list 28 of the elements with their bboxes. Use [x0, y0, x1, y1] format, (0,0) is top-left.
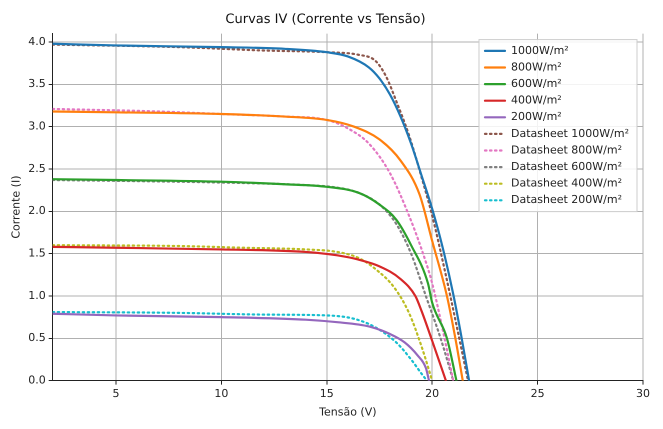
- legend-label: 1000W/m²: [510, 44, 569, 57]
- x-tick-label: 25: [530, 387, 545, 400]
- chart-title: Curvas IV (Corrente vs Tensão): [225, 12, 426, 28]
- y-tick-label: 1.0: [28, 288, 46, 302]
- x-tick-label: 5: [112, 387, 120, 400]
- legend-label: Datasheet 1000W/m²: [510, 126, 629, 140]
- x-tick-label: 10: [214, 387, 228, 400]
- y-tick-label: 2.0: [28, 204, 46, 218]
- y-tick-label: 2.5: [28, 162, 46, 175]
- legend-label: Datasheet 200W/m²: [510, 193, 622, 206]
- x-axis-title: Tensão (V): [318, 405, 377, 418]
- legend-label: 800W/m²: [510, 60, 562, 74]
- x-tick-label: 20: [425, 387, 440, 400]
- y-tick-label: 4.0: [28, 34, 46, 48]
- legend-label: 400W/m²: [510, 94, 562, 107]
- y-axis-title: Corrente (I): [9, 176, 22, 239]
- legend-label: Datasheet 800W/m²: [510, 143, 622, 156]
- x-tick-label: 30: [636, 387, 650, 400]
- y-tick-label: 0.5: [28, 331, 46, 344]
- y-tick-label: 0.0: [28, 373, 46, 386]
- x-tick-label: 15: [320, 387, 334, 400]
- y-tick-label: 3.0: [28, 120, 46, 133]
- legend-label: Datasheet 400W/m²: [510, 176, 622, 190]
- y-tick-label: 3.5: [28, 77, 46, 90]
- y-tick-label: 1.5: [28, 246, 46, 260]
- legend-label: Datasheet 600W/m²: [510, 160, 622, 173]
- legend-label: 600W/m²: [510, 76, 562, 90]
- legend-label: 200W/m²: [510, 110, 562, 124]
